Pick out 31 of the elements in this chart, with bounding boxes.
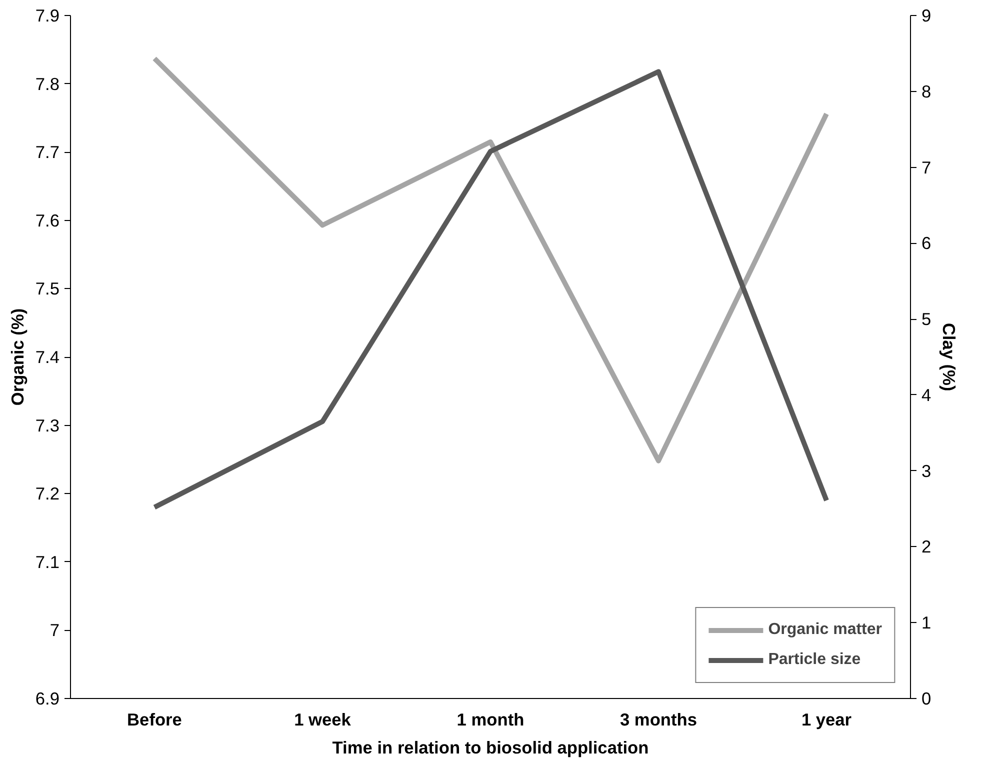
y-tick-label: 7.8 xyxy=(35,74,60,94)
y-tick-label: 6.9 xyxy=(35,688,60,708)
x-tick-label: 1 week xyxy=(294,710,352,730)
y2-tick-label: 0 xyxy=(922,688,932,708)
y2-tick-label: 5 xyxy=(922,309,932,330)
y2-axis-title: Clay (%) xyxy=(939,322,960,392)
y-tick-label: 7.5 xyxy=(35,278,60,299)
legend-label: Organic matter xyxy=(768,621,882,639)
y-tick-label: 7.2 xyxy=(35,484,60,504)
y-tick-label: 7.1 xyxy=(35,552,60,572)
y2-tick-label: 7 xyxy=(922,157,932,178)
y2-tick-label: 9 xyxy=(922,6,932,26)
y2-tick-label: 3 xyxy=(922,460,932,481)
y-axis-title: Organic (%) xyxy=(7,308,28,406)
legend-label: Particle size xyxy=(768,651,861,669)
y2-tick-label: 8 xyxy=(922,81,932,102)
y-tick-label: 7 xyxy=(50,620,60,640)
y2-tick-label: 1 xyxy=(922,612,932,633)
y-tick-label: 7.6 xyxy=(35,210,60,230)
y-tick-label: 7.9 xyxy=(35,6,60,26)
y-tick-label: 7.7 xyxy=(35,142,60,162)
y2-tick-label: 6 xyxy=(922,233,932,254)
y-tick-label: 7.4 xyxy=(35,347,60,367)
x-tick-label: 3 months xyxy=(620,710,698,730)
y-tick-label: 7.3 xyxy=(35,415,60,436)
x-tick-label: 1 year xyxy=(801,710,852,730)
y2-tick-label: 4 xyxy=(922,384,932,405)
x-axis-title: Time in relation to biosolid application xyxy=(332,738,649,758)
y2-tick-label: 2 xyxy=(922,536,932,557)
x-tick-label: Before xyxy=(127,710,182,730)
x-tick-label: 1 month xyxy=(456,710,524,730)
